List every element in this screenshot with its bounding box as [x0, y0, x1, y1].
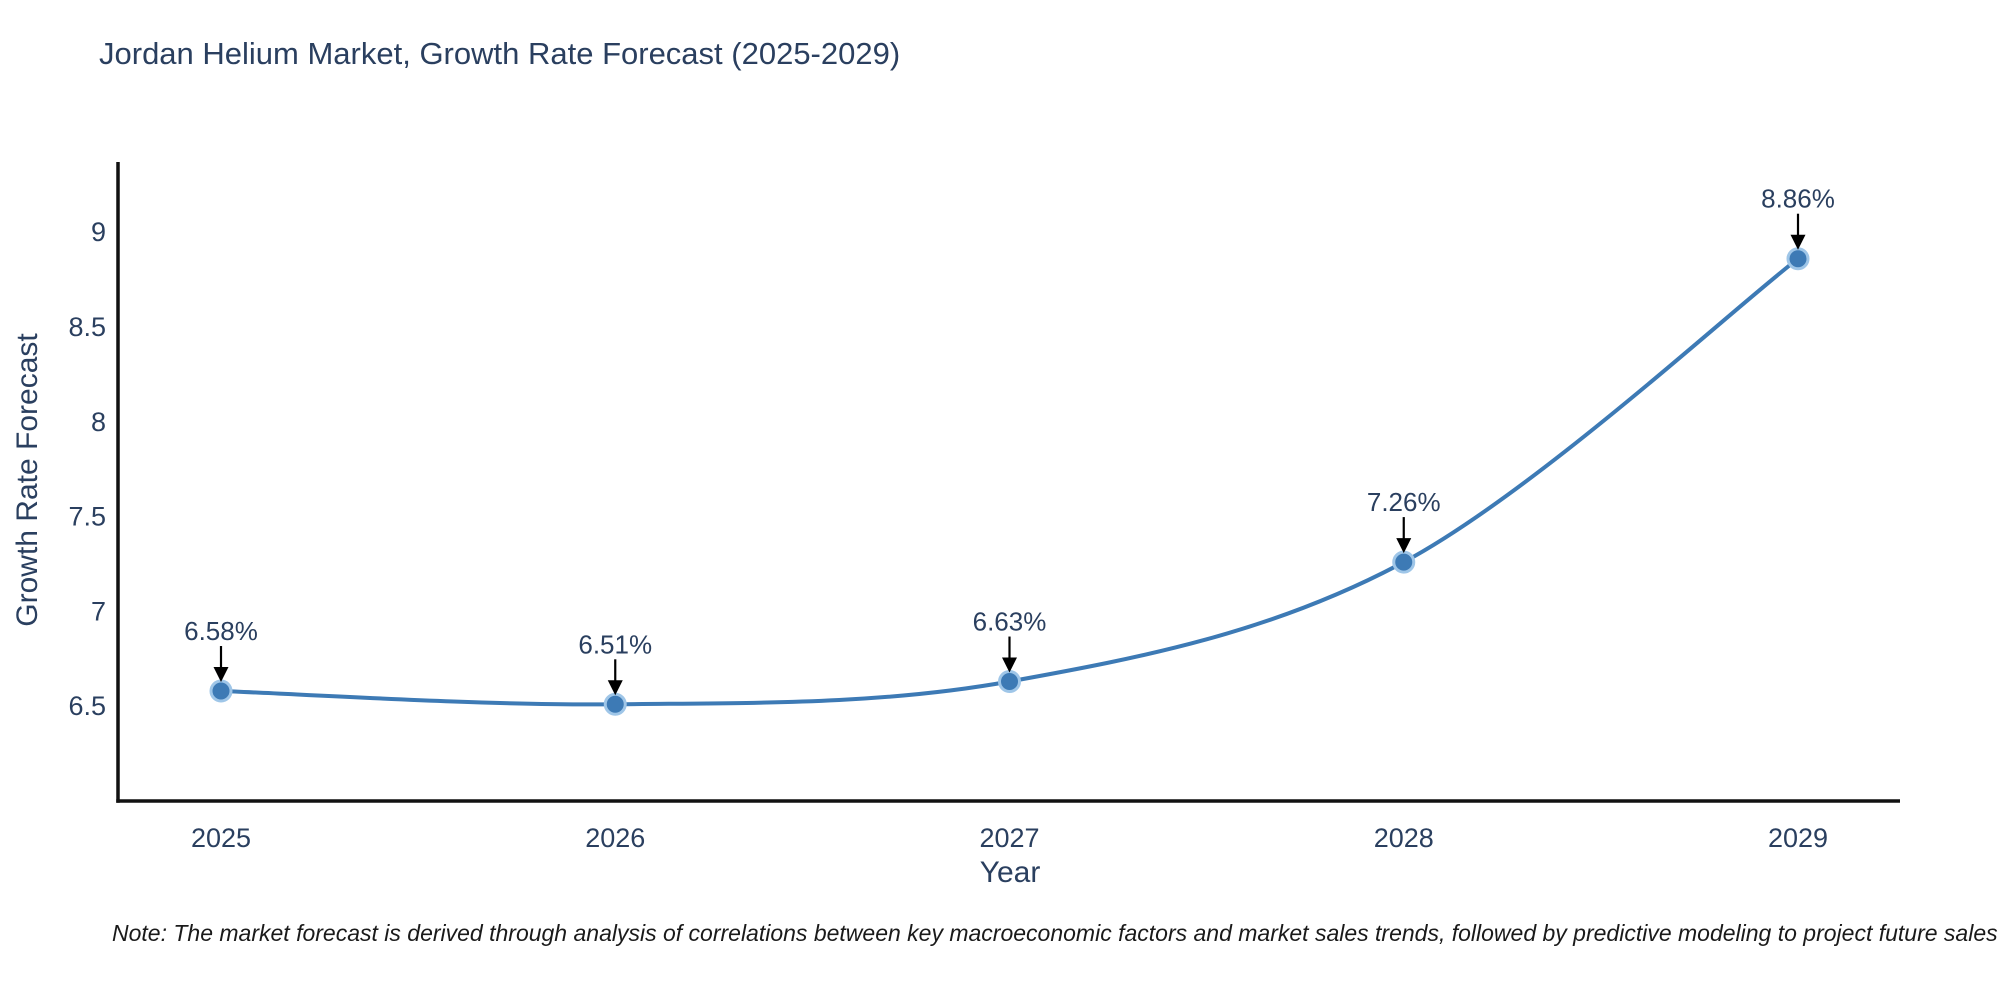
footnote: Note: The market forecast is derived thr… [112, 920, 1998, 946]
annotation-arrowhead-2027 [1002, 657, 1017, 673]
annotation-arrowhead-2028 [1396, 538, 1412, 554]
y-tick-label-7.5: 7.5 [68, 502, 106, 532]
chart-title: Jordan Helium Market, Growth Rate Foreca… [99, 36, 901, 71]
y-tick-label-8: 8 [91, 407, 106, 437]
x-tick-label-2028: 2028 [1374, 823, 1434, 853]
x-tick-label-2025: 2025 [191, 823, 251, 853]
data-point-2028[interactable] [1392, 550, 1416, 574]
annotation-label-2028: 7.26% [1367, 487, 1441, 517]
data-point-2027[interactable] [998, 670, 1021, 694]
annotation-arrowhead-2029 [1790, 234, 1806, 250]
data-point-2026[interactable] [603, 692, 627, 716]
x-axis-title: Year [979, 856, 1041, 889]
x-tick-label-2027: 2027 [979, 823, 1039, 853]
annotation-label-2026: 6.51% [578, 629, 652, 659]
annotation-arrowhead-2025 [213, 667, 229, 683]
x-tick-label-2029: 2029 [1768, 823, 1828, 853]
data-point-2029[interactable] [1786, 247, 1810, 271]
x-tick-label-2026: 2026 [585, 823, 645, 853]
y-tick-label-9: 9 [91, 217, 106, 247]
y-tick-label-6.5: 6.5 [68, 691, 106, 721]
annotation-label-2029: 8.86% [1761, 184, 1835, 214]
data-point-2025[interactable] [209, 679, 233, 703]
annotation-arrowhead-2026 [607, 680, 623, 696]
series-line [219, 256, 1800, 707]
y-tick-label-8.5: 8.5 [68, 312, 106, 342]
annotation-label-2025: 6.58% [184, 616, 258, 646]
annotation-label-2027: 6.63% [973, 607, 1047, 637]
y-tick-label-7: 7 [91, 596, 106, 626]
